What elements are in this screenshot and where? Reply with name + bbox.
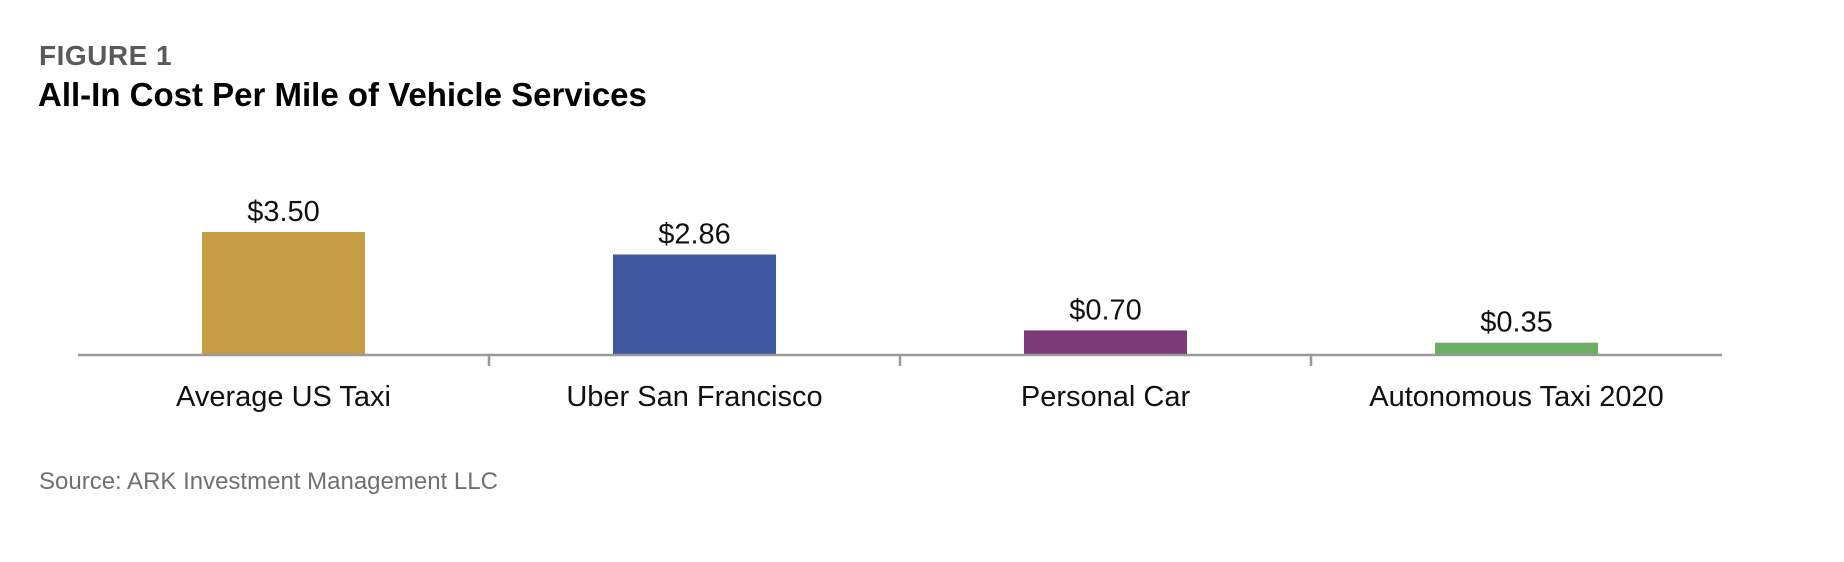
figure-label: FIGURE 1 <box>39 40 173 71</box>
chart-title: All-In Cost Per Mile of Vehicle Services <box>38 76 647 113</box>
value-label: $0.70 <box>1069 294 1142 326</box>
source-note: Source: ARK Investment Management LLC <box>39 468 498 495</box>
category-label: Average US Taxi <box>176 381 391 413</box>
bar-1 <box>613 254 776 355</box>
bar-0 <box>202 232 365 355</box>
value-label: $0.35 <box>1480 307 1553 339</box>
value-label: $3.50 <box>247 196 320 228</box>
bar-2 <box>1024 330 1187 355</box>
category-label: Personal Car <box>1021 381 1191 413</box>
bar-3 <box>1435 342 1598 355</box>
value-label: $2.86 <box>658 218 731 250</box>
category-label: Uber San Francisco <box>566 381 822 413</box>
category-label: Autonomous Taxi 2020 <box>1369 381 1664 413</box>
